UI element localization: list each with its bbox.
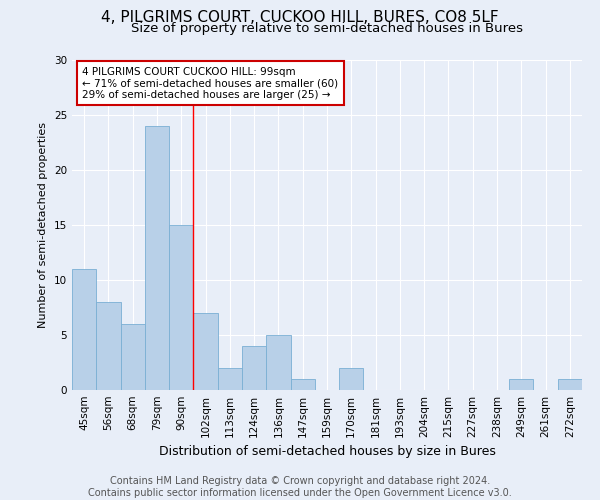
Bar [193,313,218,390]
Text: 4 PILGRIMS COURT CUCKOO HILL: 99sqm
← 71% of semi-detached houses are smaller (6: 4 PILGRIMS COURT CUCKOO HILL: 99sqm ← 71… [82,66,338,100]
Text: 4, PILGRIMS COURT, CUCKOO HILL, BURES, CO8 5LF: 4, PILGRIMS COURT, CUCKOO HILL, BURES, C… [101,10,499,25]
Bar [218,368,242,390]
Bar [96,302,121,390]
Bar [145,126,169,390]
Bar [290,379,315,390]
Y-axis label: Number of semi-detached properties: Number of semi-detached properties [38,122,49,328]
Bar [72,269,96,390]
Bar [242,346,266,390]
Bar [169,225,193,390]
Text: Contains HM Land Registry data © Crown copyright and database right 2024.
Contai: Contains HM Land Registry data © Crown c… [88,476,512,498]
Bar [339,368,364,390]
Bar [121,324,145,390]
Bar [509,379,533,390]
Bar [558,379,582,390]
Title: Size of property relative to semi-detached houses in Bures: Size of property relative to semi-detach… [131,22,523,35]
Bar [266,335,290,390]
X-axis label: Distribution of semi-detached houses by size in Bures: Distribution of semi-detached houses by … [158,446,496,458]
